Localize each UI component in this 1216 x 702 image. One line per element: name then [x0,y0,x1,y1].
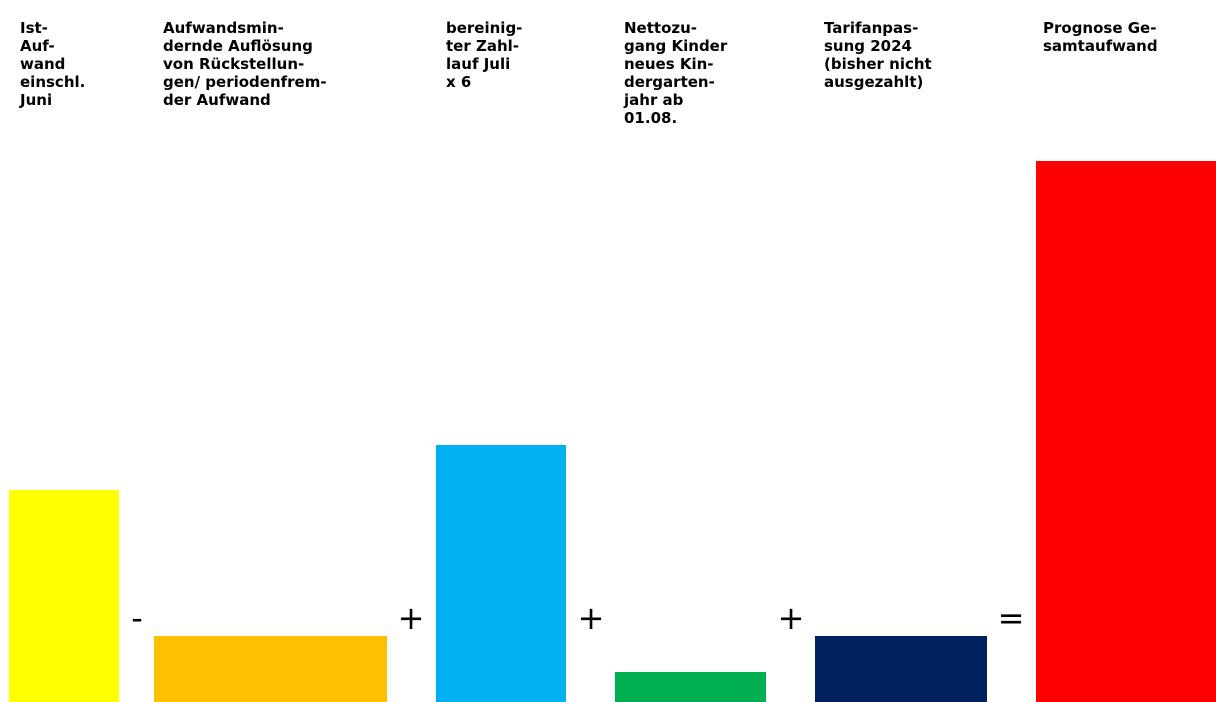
category-label-nettozugang: Nettozu-gang Kinder neues Kin-dergarten-j… [624,19,727,127]
category-label-line: bereinig- [446,19,523,37]
category-label-line: dergarten- [624,73,715,91]
category-label-line: Juni [20,91,53,109]
category-label-line: einschl. [20,73,86,91]
operator-symbol: = [997,599,1025,637]
category-label-prognose: Prognose Ge-samtaufwand [1043,19,1158,55]
operator-symbol: + [397,599,425,637]
category-label-line: Auf- [20,37,55,55]
category-label-line: 01.08. [624,109,678,127]
category-label-tarif: Tarifanpas-sung 2024 (bisher nicht ausgeza… [824,19,932,91]
category-label-zahllauf: bereinig-ter Zahl-lauf Juli x 6 [446,19,522,91]
category-label-line: Prognose Ge- [1043,19,1157,37]
category-label-line: gen/ periodenfrem- [163,73,327,91]
category-label-line: lauf Juli [446,55,511,73]
category-label-line: ter Zahl- [446,37,520,55]
category-label-aufloesung: Aufwandsmin-dernde Auflösung von Rückstel… [163,19,327,109]
category-label-line: Aufwandsmin- [163,19,284,37]
operator-symbol: + [577,599,605,637]
category-label-line: der Aufwand [163,91,271,109]
category-label-line: x 6 [446,73,472,91]
operator-symbol: + [777,599,805,637]
bar-aufloesung [154,636,387,702]
bar-tarif [815,636,987,702]
category-label-line: gang Kinder [624,37,728,55]
category-label-line: Nettozu- [624,19,698,37]
operator-symbol: - [131,599,143,637]
bar-zahllauf [436,445,566,702]
bar-ist [9,490,119,702]
category-label-line: wand [20,55,66,73]
category-label-line: von Rückstellun- [163,55,305,73]
category-label-line: ausgezahlt) [824,73,924,91]
bar-nettozugang [615,672,766,702]
category-label-line: Ist- [20,19,48,37]
category-label-line: jahr ab [624,91,684,109]
category-label-line: (bisher nicht [824,55,932,73]
bar-prognose [1036,161,1216,702]
category-label-line: dernde Auflösung [163,37,313,55]
category-label-line: sung 2024 [824,37,912,55]
category-label-line: neues Kin- [624,55,714,73]
category-label-line: samtaufwand [1043,37,1158,55]
category-label-ist: Ist- Auf-wand einschl. Juni [20,19,85,109]
category-label-line: Tarifanpas- [824,19,919,37]
